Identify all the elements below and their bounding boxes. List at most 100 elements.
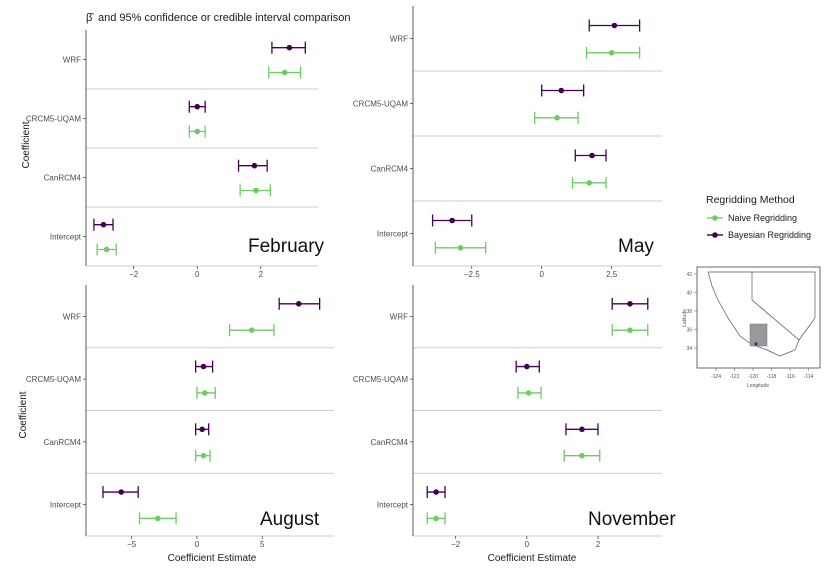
category-label: WRF: [390, 312, 408, 321]
naive-estimate-point: [248, 327, 255, 333]
category-label: CanRCM4: [371, 165, 409, 174]
x-tick-label: 2: [259, 270, 264, 279]
legend-naive-label: Naive Regridding: [728, 213, 797, 223]
category-label: CRCM5-UQAM: [353, 100, 408, 109]
nevada-outline: [752, 271, 816, 341]
category-label: WRF: [63, 312, 81, 321]
x-tick-label: −2: [129, 270, 139, 279]
inset-map-frame: [696, 266, 821, 369]
bayes-estimate-point: [251, 162, 258, 169]
bayes-estimate-point: [589, 152, 595, 159]
map-x-tick-label: -116: [785, 374, 795, 380]
x-axis-title-left: Coefficient Estimate: [168, 553, 257, 564]
x-tick-label: 0: [195, 270, 200, 279]
month-label: May: [618, 236, 654, 257]
naive-estimate-point: [103, 246, 110, 253]
bayes-estimate-point: [611, 22, 618, 29]
naive-estimate-point: [253, 187, 259, 194]
map-y-tick-label: 40: [686, 291, 692, 297]
naive-estimate-point: [627, 327, 633, 333]
category-label: WRF: [63, 56, 81, 65]
panel-november: WRF CRCM5-UQAM CanRCM4 Intercept −2 0 2 Novembe…: [353, 285, 676, 549]
x-tick-label: 2.5: [606, 270, 618, 279]
bayes-estimate-point: [524, 363, 530, 370]
map-ylabel: Latitude: [682, 309, 688, 327]
category-label: CRCM5-UQAM: [353, 375, 408, 384]
x-tick-label: 2: [596, 540, 601, 549]
map-x-tick-label: -120: [748, 374, 758, 380]
category-label: CanRCM4: [44, 438, 82, 447]
study-region-marker: [754, 342, 758, 346]
naive-estimate-point: [554, 115, 560, 121]
panel-august: WRF CRCM5-UQAM CanRCM4 Intercept −5 0 5 August: [26, 285, 334, 549]
map-x-tick-label: -122: [729, 374, 739, 380]
bayes-estimate-point: [433, 489, 439, 495]
month-label: November: [588, 509, 676, 530]
category-label: Intercept: [50, 501, 82, 510]
map-xlabel: Longitude: [747, 383, 769, 389]
category-label: Intercept: [377, 501, 409, 510]
x-tick-label: −2.5: [464, 270, 480, 279]
x-tick-label: 0: [195, 540, 200, 549]
naive-estimate-point: [200, 452, 207, 459]
naive-estimate-point: [433, 515, 439, 522]
naive-estimate-point: [579, 452, 585, 459]
map-x-tick-label: -114: [804, 374, 814, 380]
map-y-tick-label: 34: [686, 346, 692, 352]
bayes-estimate-point: [100, 221, 107, 228]
legend-bayes-label: Bayesian Regridding: [728, 230, 811, 240]
x-tick-label: −5: [127, 540, 137, 549]
bayes-estimate-point: [558, 87, 565, 94]
panel-may: WRF CRCM5-UQAM CanRCM4 Intercept −2.5 0 2.5 May: [353, 6, 662, 279]
figure-title-hat: β̂: [86, 12, 94, 24]
bayes-estimate-point: [118, 489, 125, 495]
bayes-estimate-point: [449, 217, 455, 224]
category-label: CanRCM4: [371, 438, 409, 447]
map-y-tick-label: 42: [686, 272, 692, 278]
legend: Regridding Method Naive Regridding Bayes…: [706, 194, 811, 240]
naive-estimate-point: [525, 390, 532, 396]
map-ticks: -124 -122 -120 -118 -116 -114 34 36 38 40 42: [686, 272, 813, 380]
x-tick-label: −2: [451, 540, 461, 549]
x-tick-label: 0: [539, 270, 544, 279]
naive-estimate-point: [154, 515, 161, 522]
map-x-tick-label: -118: [767, 374, 777, 380]
bayes-estimate-point: [286, 44, 293, 51]
figure-title: and 95% confidence or credible interval …: [98, 12, 351, 24]
panels: WRF CRCM5-UQAM CanRCM4 Intercept −2 0 2 Februar…: [26, 6, 676, 549]
naive-estimate-point: [608, 50, 615, 56]
category-label: Intercept: [50, 233, 82, 242]
bayes-estimate-point: [627, 301, 633, 307]
legend-bayes-swatch-dot: [712, 232, 718, 238]
bayes-estimate-point: [199, 426, 205, 433]
california-outline: [707, 271, 800, 357]
naive-estimate-point: [457, 245, 464, 251]
x-tick-label: 5: [260, 540, 265, 549]
map-y-tick-label: 38: [686, 309, 692, 315]
map-x-tick-label: -124: [711, 374, 721, 380]
category-label: CanRCM4: [44, 174, 82, 183]
bayes-estimate-point: [200, 363, 207, 370]
y-axis-title-bottom: Coefficient: [18, 391, 29, 438]
month-label: August: [260, 509, 320, 530]
naive-estimate-point: [586, 180, 593, 186]
x-tick-label: 0: [525, 540, 530, 549]
study-region-box: [749, 323, 768, 347]
category-label: CRCM5-UQAM: [26, 115, 81, 124]
category-label: CRCM5-UQAM: [26, 375, 81, 384]
legend-naive-swatch-dot: [712, 215, 718, 221]
panel-february: WRF CRCM5-UQAM CanRCM4 Intercept −2 0 2 Februar…: [26, 30, 325, 279]
month-label: February: [248, 236, 325, 257]
category-label: WRF: [390, 35, 408, 44]
bayes-estimate-point: [295, 301, 302, 307]
category-label: Intercept: [377, 230, 409, 239]
inset-map: -124 -122 -120 -118 -116 -114 34 36 38 40 42 Longi…: [682, 266, 821, 389]
y-axis-title-top: Coefficient: [21, 121, 32, 168]
legend-title: Regridding Method: [706, 194, 795, 206]
map-y-tick-label: 36: [686, 328, 692, 334]
x-axis-title-right: Coefficient Estimate: [488, 553, 577, 564]
naive-estimate-point: [281, 69, 288, 76]
naive-estimate-point: [194, 128, 201, 135]
bayes-estimate-point: [579, 426, 585, 433]
